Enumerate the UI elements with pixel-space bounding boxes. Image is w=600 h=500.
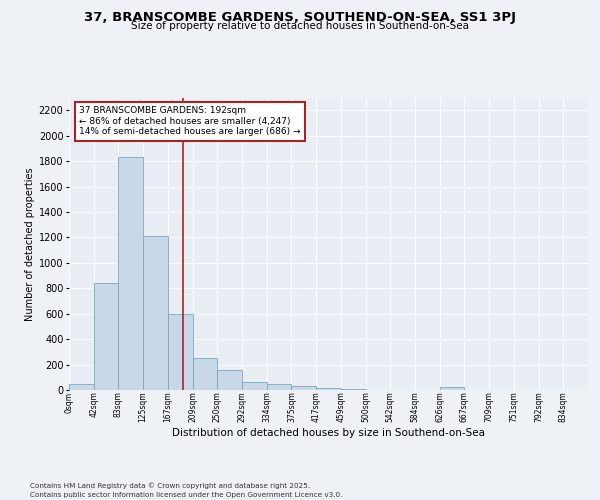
- Bar: [217, 370, 242, 390]
- Bar: [193, 358, 217, 390]
- Text: 37 BRANSCOMBE GARDENS: 192sqm
← 86% of detached houses are smaller (4,247)
14% o: 37 BRANSCOMBE GARDENS: 192sqm ← 86% of d…: [79, 106, 301, 136]
- Bar: [292, 386, 316, 390]
- Text: 37, BRANSCOMBE GARDENS, SOUTHEND-ON-SEA, SS1 3PJ: 37, BRANSCOMBE GARDENS, SOUTHEND-ON-SEA,…: [84, 11, 516, 24]
- Bar: [94, 283, 118, 390]
- Bar: [267, 384, 292, 390]
- Text: Size of property relative to detached houses in Southend-on-Sea: Size of property relative to detached ho…: [131, 21, 469, 31]
- Bar: [168, 314, 193, 390]
- Bar: [118, 158, 143, 390]
- Y-axis label: Number of detached properties: Number of detached properties: [25, 167, 35, 320]
- Bar: [316, 388, 341, 390]
- Bar: [440, 388, 464, 390]
- Bar: [69, 384, 94, 390]
- Bar: [143, 236, 168, 390]
- Bar: [242, 382, 267, 390]
- X-axis label: Distribution of detached houses by size in Southend-on-Sea: Distribution of detached houses by size …: [172, 428, 485, 438]
- Text: Contains HM Land Registry data © Crown copyright and database right 2025.
Contai: Contains HM Land Registry data © Crown c…: [30, 482, 343, 498]
